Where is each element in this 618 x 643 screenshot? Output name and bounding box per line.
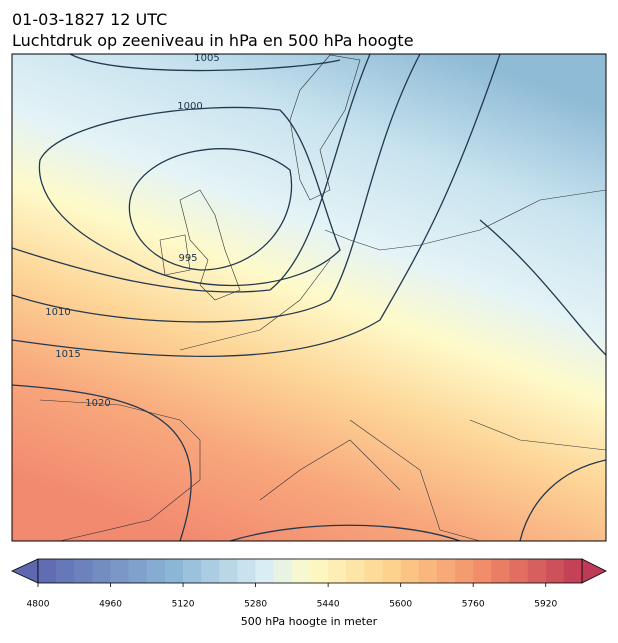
colorbar-band (219, 559, 238, 583)
colorbar-frame (37, 558, 583, 584)
isobar (519, 459, 606, 541)
colorbar-tick-label: 5440 (317, 600, 340, 610)
colorbar-tick-label: 5280 (244, 600, 267, 610)
date: 01-03-1827 12 UTC (12, 10, 167, 29)
isobar (12, 54, 421, 323)
colorbar-band (346, 559, 365, 583)
colorbar-band (38, 559, 57, 583)
colorbar-band (455, 559, 474, 583)
colorbar-tick-label: 5760 (462, 600, 485, 610)
colorbar-band (310, 559, 329, 583)
colorbar-band (436, 559, 456, 583)
colorbar-band (56, 559, 75, 583)
map: 1005 1000 995 1010 1015 1020 (12, 53, 606, 541)
colorbar-tick-label: 4800 (27, 600, 50, 610)
isobar (128, 148, 293, 271)
colorbar-band (146, 559, 166, 583)
contour-label: 995 (178, 253, 197, 264)
colorbar-band (291, 559, 311, 583)
colorbar-band (183, 559, 202, 583)
colorbar-band (509, 559, 528, 583)
colorbar: 4800 4960 5120 5280 5440 5600 5760 5920 (11, 558, 607, 610)
colorbar-band (364, 559, 383, 583)
coastline (39, 54, 606, 541)
colorbar-band (491, 559, 510, 583)
colorbar-tick-label: 5600 (389, 600, 412, 610)
colorbar-band (400, 559, 420, 583)
colorbar-tick-label: 4960 (99, 600, 122, 610)
colorbar-band (255, 559, 275, 583)
isobar (12, 384, 192, 541)
colorbar-band (545, 559, 565, 583)
isobar (12, 54, 501, 358)
isobar (69, 54, 341, 72)
isobar (12, 54, 371, 293)
contour-label: 1000 (177, 101, 202, 112)
isobar (479, 219, 606, 356)
colorbar-label: 500 hPa hoogte in meter (241, 615, 378, 628)
contour-label: 1020 (85, 398, 110, 409)
colorbar-extend-low (11, 558, 39, 584)
contour-label: 1005 (194, 53, 219, 64)
colorbar-band (92, 559, 111, 583)
colorbar-band (273, 559, 293, 583)
colorbar-band (563, 559, 583, 583)
isobar (229, 524, 461, 541)
colorbar-band (164, 559, 184, 583)
colorbar-band (128, 559, 148, 583)
height-field (12, 54, 606, 541)
map-frame (11, 53, 607, 542)
colorbar-tick-label: 5120 (172, 600, 195, 610)
colorbar-band (237, 559, 256, 583)
colorbar-band (382, 559, 401, 583)
contour-label: 1015 (55, 349, 80, 360)
colorbar-band (527, 559, 547, 583)
colorbar-extend-high (581, 558, 607, 584)
isobar (38, 106, 341, 287)
colorbar-band (418, 559, 438, 583)
colorbar-band (473, 559, 492, 583)
colorbar-band (74, 559, 93, 583)
title: Luchtdruk op zeeniveau in hPa en 500 hPa… (12, 31, 414, 50)
colorbar-band (201, 559, 220, 583)
colorbar-band (110, 559, 129, 583)
contour-label: 1010 (45, 307, 70, 318)
colorbar-band (328, 559, 347, 583)
colorbar-tick-label: 5920 (534, 600, 557, 610)
